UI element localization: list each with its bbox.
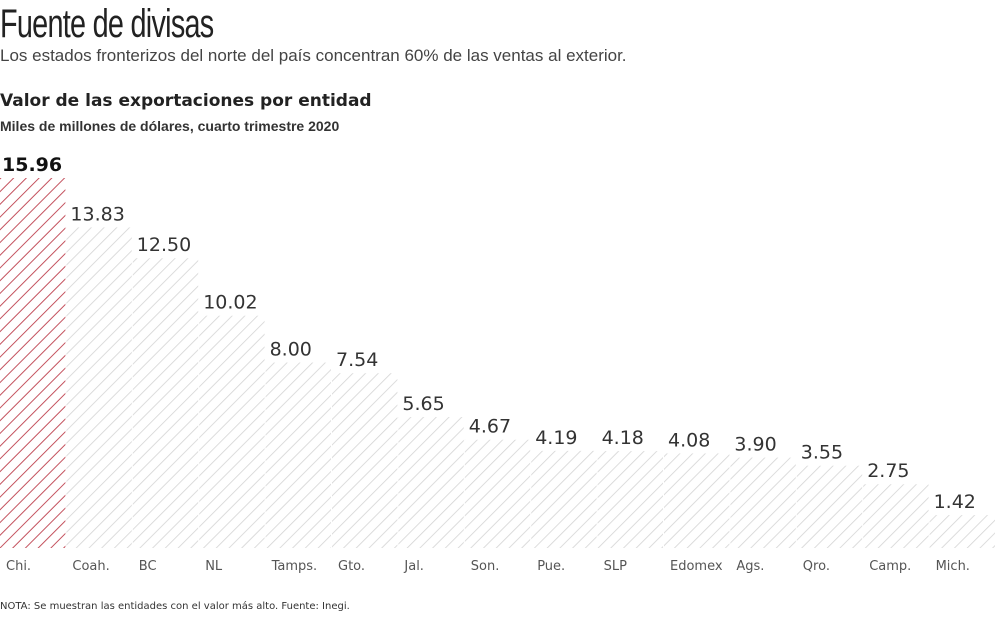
bar-BC <box>132 258 199 548</box>
value-label: 3.55 <box>801 442 843 464</box>
value-label: 4.67 <box>469 416 511 438</box>
bar-Camp. <box>863 484 929 548</box>
bar-Chi. <box>0 178 66 548</box>
value-label: 3.90 <box>734 434 776 456</box>
value-label: 12.50 <box>137 234 191 256</box>
chart-title: Valor de las exportaciones por entidad <box>0 91 372 111</box>
category-label: Jal. <box>403 559 424 574</box>
category-label: Coah. <box>72 559 109 574</box>
value-label: 15.96 <box>2 154 62 176</box>
bar-Qro. <box>796 465 863 548</box>
category-label: Tamps. <box>271 559 318 574</box>
bar-NL <box>199 315 265 548</box>
category-label: Ags. <box>736 559 764 574</box>
category-label: Son. <box>471 559 500 574</box>
value-label: 4.18 <box>602 427 644 449</box>
category-label: SLP <box>604 559 627 574</box>
category-label: BC <box>139 559 157 574</box>
bar-Jal. <box>398 417 464 548</box>
page-title: Fuente de divisas <box>0 2 214 46</box>
value-label: 13.83 <box>70 203 124 225</box>
bar-Tamps. <box>265 362 331 548</box>
chart-subtitle: Miles de millones de dólares, cuarto tri… <box>0 118 340 134</box>
value-label: 4.08 <box>668 429 710 451</box>
value-label: 1.42 <box>934 491 976 513</box>
bar-Pue. <box>531 450 597 548</box>
category-label: Pue. <box>537 559 565 574</box>
category-label: NL <box>205 559 223 574</box>
category-label: Camp. <box>869 559 911 574</box>
bar-Son. <box>464 439 531 548</box>
value-label: 7.54 <box>336 349 378 371</box>
page-subtitle: Los estados fronterizos del norte del pa… <box>0 46 627 65</box>
category-label: Edomex <box>670 559 723 574</box>
bar-Gto. <box>332 373 398 548</box>
value-label: 8.00 <box>270 339 312 361</box>
value-label: 10.02 <box>203 292 257 314</box>
category-label: Gto. <box>338 559 365 574</box>
category-label: Mich. <box>936 559 970 574</box>
value-label: 2.75 <box>867 460 909 482</box>
bar-Edomex <box>664 453 730 548</box>
bar-Mich. <box>929 515 995 548</box>
value-label: 4.19 <box>535 427 577 449</box>
category-label: Chi. <box>6 559 31 574</box>
category-label: Qro. <box>803 559 830 574</box>
value-label: 5.65 <box>402 393 444 415</box>
footnote: NOTA: Se muestran las entidades con el v… <box>0 601 350 612</box>
bar-SLP <box>597 451 663 548</box>
bar-Coah. <box>66 227 132 548</box>
bar-Ags. <box>730 457 796 548</box>
